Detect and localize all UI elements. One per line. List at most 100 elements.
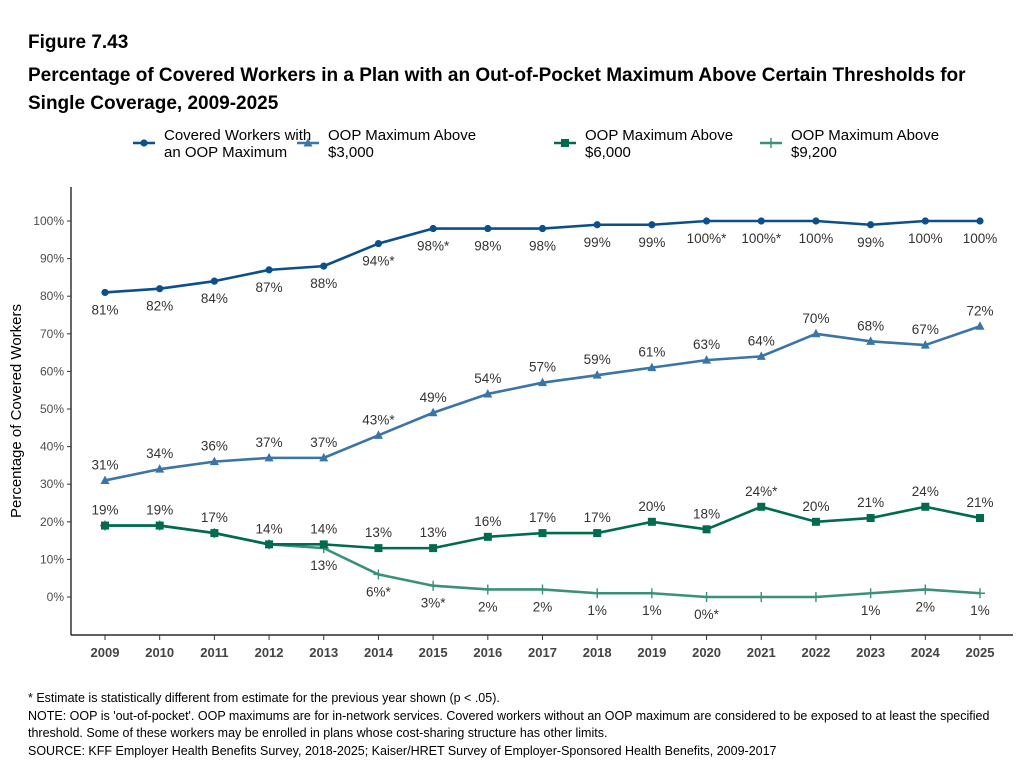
data-point — [538, 529, 547, 538]
data-point — [920, 340, 930, 349]
data-point — [209, 456, 219, 466]
y-tick-label: 10% — [40, 552, 64, 566]
legend-label: Covered Workers with — [164, 127, 311, 144]
footnote-significance: * Estimate is statistically different fr… — [28, 691, 500, 705]
data-label: 100%* — [741, 231, 782, 246]
x-tick-label: 2013 — [309, 645, 338, 660]
data-label: 6%* — [366, 584, 392, 599]
x-tick-label: 2020 — [692, 645, 721, 660]
data-point — [592, 588, 603, 599]
data-label: 88% — [310, 276, 337, 291]
x-tick-label: 2025 — [966, 645, 995, 660]
y-tick-label: 0% — [47, 590, 65, 604]
data-label: 100% — [908, 231, 943, 246]
data-point — [101, 288, 109, 297]
data-point — [865, 588, 876, 599]
x-tick-label: 2022 — [801, 645, 830, 660]
data-point — [374, 239, 383, 248]
data-point — [374, 544, 383, 553]
data-label: 68% — [857, 318, 884, 333]
data-label: 87% — [256, 280, 283, 295]
data-point — [265, 540, 274, 549]
data-label: 37% — [310, 435, 337, 450]
data-label: 100% — [799, 231, 834, 246]
x-tick-label: 2009 — [91, 645, 120, 660]
legend-label: $9,200 — [791, 144, 837, 161]
footnotes: * Estimate is statistically different fr… — [28, 690, 1008, 760]
data-point — [976, 514, 984, 523]
legend-label: $6,000 — [585, 144, 631, 161]
data-label: 81% — [91, 302, 118, 317]
data-label: 18% — [693, 506, 720, 521]
data-point — [373, 569, 384, 580]
data-point — [593, 529, 602, 538]
data-point — [483, 532, 492, 541]
data-point — [319, 540, 328, 549]
data-point — [975, 588, 985, 599]
data-point — [537, 584, 548, 595]
data-label: 57% — [529, 360, 556, 375]
data-point — [867, 221, 875, 229]
data-point — [646, 588, 657, 599]
series-line-1 — [104, 325, 981, 482]
data-point — [484, 224, 492, 233]
x-tick-label: 2016 — [473, 645, 502, 660]
data-label: 24%* — [745, 484, 778, 499]
data-point — [702, 355, 712, 364]
legend-key-marker — [140, 139, 148, 147]
footnote-note: NOTE: OOP is 'out-of-pocket'. OOP maximu… — [28, 708, 990, 741]
data-point — [101, 521, 109, 530]
data-point — [647, 517, 656, 526]
data-label: 0%* — [694, 607, 720, 622]
data-point — [702, 525, 711, 534]
data-point — [648, 221, 656, 229]
data-label: 1% — [642, 603, 662, 618]
data-point — [811, 517, 820, 526]
data-label: 49% — [420, 390, 447, 405]
data-label: 99% — [638, 235, 665, 250]
data-label: 2% — [533, 599, 553, 614]
data-point — [155, 464, 165, 473]
data-label: 72% — [966, 303, 993, 318]
data-label: 98% — [474, 239, 501, 254]
data-label: 43%* — [362, 412, 395, 427]
data-point — [265, 266, 273, 274]
data-point — [811, 328, 821, 338]
x-tick-label: 2011 — [200, 645, 228, 660]
data-point — [756, 592, 767, 602]
data-label: 17% — [529, 510, 556, 525]
data-point — [921, 217, 929, 225]
data-point — [264, 452, 274, 462]
y-tick-label: 90% — [40, 252, 64, 266]
data-point — [702, 217, 711, 225]
data-label: 31% — [91, 457, 118, 472]
data-label: 64% — [748, 333, 775, 348]
data-label: 13% — [420, 525, 447, 540]
data-label: 63% — [693, 337, 720, 352]
data-label: 98%* — [417, 239, 450, 254]
data-label: 21% — [966, 495, 993, 510]
x-tick-label: 2023 — [856, 645, 885, 660]
data-point — [593, 221, 601, 229]
x-tick-label: 2015 — [419, 645, 448, 660]
data-point — [757, 502, 766, 511]
data-point — [756, 351, 766, 360]
data-label: 17% — [584, 510, 611, 525]
data-point — [701, 592, 712, 602]
y-tick-label: 30% — [40, 477, 64, 491]
data-label: 34% — [146, 446, 173, 461]
chart-title: Percentage of Covered Workers in a Plan … — [28, 65, 966, 114]
data-point — [429, 224, 437, 233]
y-tick-label: 40% — [40, 440, 64, 454]
data-label: 99% — [584, 235, 611, 250]
x-tick-label: 2010 — [145, 645, 174, 660]
data-point — [482, 584, 493, 595]
x-tick-label: 2012 — [255, 645, 284, 660]
legend-key-marker — [561, 139, 569, 147]
data-point — [920, 584, 931, 595]
line-chart: 0% 10% 20% 30% 40% 50% 60% 70% 80% 90% 100% 2009 201… — [8, 127, 1013, 660]
data-point — [647, 362, 657, 372]
data-label: 36% — [201, 439, 228, 454]
y-tick-label: 100% — [33, 214, 64, 228]
data-point — [810, 592, 821, 602]
